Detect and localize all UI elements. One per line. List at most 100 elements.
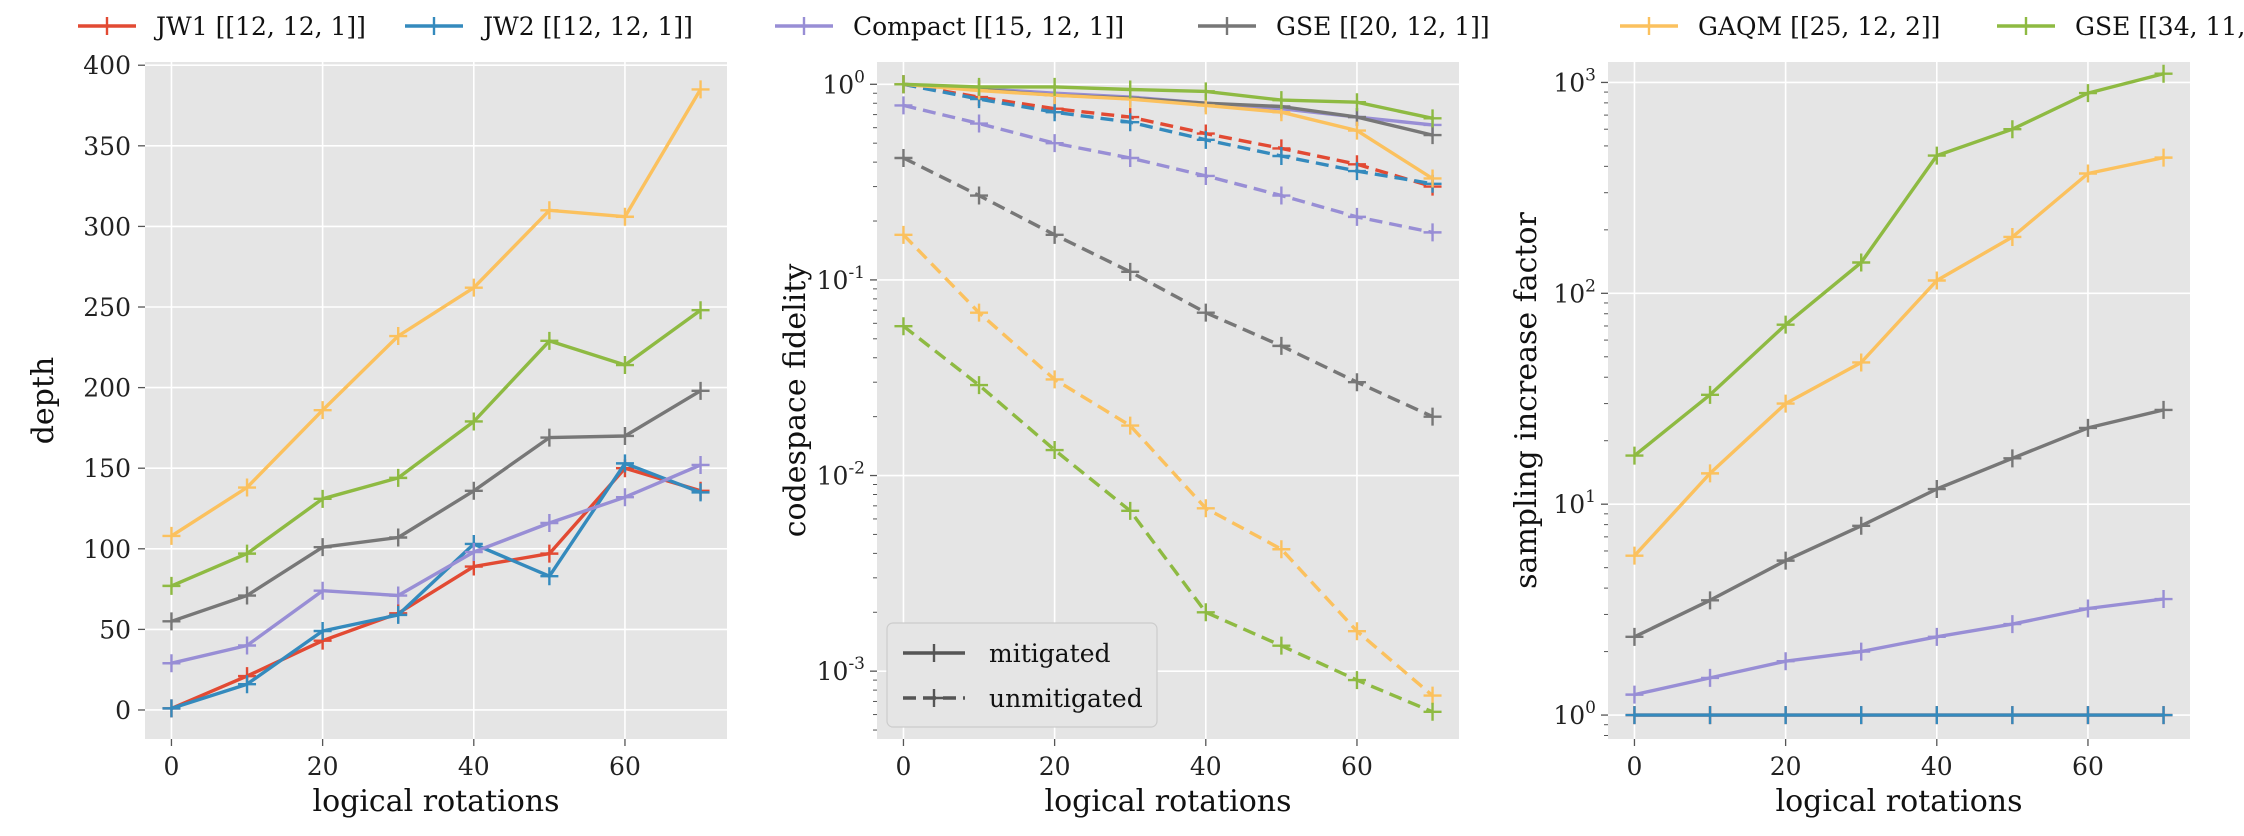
series-gse-34-11-2-unmitigated <box>894 317 1442 721</box>
data-point <box>1347 622 1366 641</box>
data-point <box>1776 551 1795 570</box>
data-point <box>540 567 559 586</box>
data-point <box>313 581 332 600</box>
data-point <box>1347 373 1366 392</box>
data-point <box>1776 652 1795 671</box>
data-point <box>2078 84 2097 103</box>
y-tick-label: 400 <box>83 51 131 80</box>
data-point <box>1423 407 1442 426</box>
data-point <box>894 96 913 115</box>
data-point <box>970 303 989 322</box>
data-point <box>615 356 634 375</box>
data-point <box>1852 706 1871 725</box>
data-point <box>1121 113 1140 132</box>
data-point <box>1776 706 1795 725</box>
data-point <box>1423 702 1442 721</box>
data-point <box>970 376 989 395</box>
x-tick-label: 60 <box>1341 752 1373 781</box>
data-point <box>313 401 332 420</box>
legend-entry-gse-34-11-2: GSE [[34, 11, 2]] <box>1997 12 2244 41</box>
data-point <box>615 488 634 507</box>
data-point <box>1852 516 1871 535</box>
data-point <box>894 317 913 336</box>
series-compact-15-12-1-unmitigated <box>894 96 1442 242</box>
data-point <box>2003 615 2022 634</box>
y-tick-label: 300 <box>83 212 131 241</box>
series-line <box>170 461 702 711</box>
data-point <box>2154 400 2173 419</box>
series-gse-20-12-1-unmitigated <box>894 148 1442 426</box>
data-point <box>691 455 710 474</box>
y-axis-title: sampling increase factor <box>1509 211 1544 588</box>
data-point <box>540 428 559 447</box>
legend-entry-gaqm-25-12-2: GAQM [[25, 12, 2]] <box>1620 12 1940 41</box>
data-point <box>313 622 332 641</box>
x-tick-label: 0 <box>1627 752 1643 781</box>
data-point <box>1196 603 1215 622</box>
data-point <box>970 186 989 205</box>
y-tick-label: 101 <box>1553 487 1596 519</box>
data-point <box>894 148 913 167</box>
data-point <box>615 207 634 226</box>
data-point <box>1121 148 1140 167</box>
data-point <box>1045 103 1064 122</box>
data-point <box>1701 385 1720 404</box>
legend-label: GSE [[34, 11, 2]] <box>2075 12 2244 41</box>
data-point <box>1045 225 1064 244</box>
data-point <box>2078 599 2097 618</box>
series-gse-34-11-2 <box>894 75 1442 128</box>
y-tick-label: 103 <box>1553 65 1596 97</box>
data-point <box>894 75 913 94</box>
data-point <box>2003 227 2022 246</box>
data-point <box>1347 121 1366 140</box>
x-ticks: 0 20 40 60 <box>164 739 641 781</box>
x-ticks: 0 20 40 60 <box>896 739 1373 781</box>
inner-legend-label: unmitigated <box>989 684 1143 713</box>
data-point <box>1927 146 1946 165</box>
y-tick-label: 10-3 <box>817 654 865 686</box>
x-tick-label: 0 <box>164 752 180 781</box>
data-point <box>313 538 332 557</box>
data-point <box>1045 441 1064 460</box>
data-point <box>162 526 181 545</box>
y-tick-label: 150 <box>83 454 131 483</box>
x-axis-title: logical rotations <box>312 784 559 819</box>
inner-legend-marker <box>925 644 943 662</box>
series-gse-20-12-1 <box>162 381 710 631</box>
series-line <box>903 82 1433 120</box>
data-point <box>1272 186 1291 205</box>
data-point <box>464 543 483 562</box>
x-tick-label: 60 <box>2072 752 2104 781</box>
data-point <box>238 675 257 694</box>
series-line <box>902 324 1434 714</box>
data-point <box>2078 164 2097 183</box>
series-line <box>170 308 702 588</box>
data-point <box>691 483 710 502</box>
data-point <box>1196 82 1215 101</box>
y-tick-label: 100 <box>1553 698 1596 730</box>
data-point <box>1121 262 1140 281</box>
data-point <box>1701 706 1720 725</box>
y-axis-title: codespace fidelity <box>778 264 813 538</box>
series-gaqm-25-12-2 <box>162 80 710 545</box>
data-point <box>1701 464 1720 483</box>
inner-legend-entry-mitigated: mitigated <box>903 639 1111 668</box>
legend-entry-jw2-12-12-1: JW2 [[12, 12, 1]] <box>405 12 693 41</box>
data-point <box>2003 120 2022 139</box>
x-tick-label: 40 <box>458 752 490 781</box>
data-point <box>1347 162 1366 181</box>
data-point <box>894 225 913 244</box>
data-point <box>1121 416 1140 435</box>
y-tick-label: 0 <box>115 696 131 725</box>
data-point <box>1927 480 1946 499</box>
data-point <box>1045 134 1064 153</box>
legend-entry-gse-20-12-1: GSE [[20, 12, 1]] <box>1198 12 1490 41</box>
series-line <box>903 82 1433 186</box>
data-point <box>1272 540 1291 559</box>
data-point <box>1625 627 1644 646</box>
data-point <box>238 586 257 605</box>
plot-area <box>1608 62 2190 739</box>
x-tick-label: 20 <box>1770 752 1802 781</box>
series-jw2-12-12-1 <box>1625 706 2173 725</box>
data-point <box>1121 80 1140 99</box>
